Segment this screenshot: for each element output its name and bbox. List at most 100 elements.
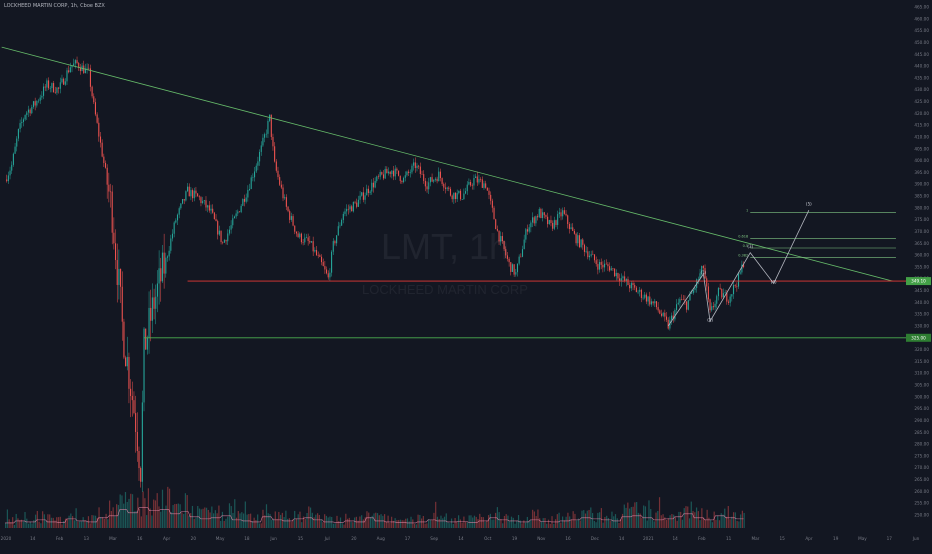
- candle-body: [94, 102, 97, 115]
- volume-bar: [413, 523, 416, 528]
- volume-bar: [648, 500, 650, 528]
- volume-bar: [489, 513, 491, 528]
- volume-bar: [299, 511, 301, 528]
- volume-bar: [692, 510, 694, 528]
- volume-bar: [355, 516, 357, 528]
- volume-bar: [510, 516, 513, 528]
- candle-body: [459, 190, 462, 200]
- candle-body: [463, 193, 465, 200]
- price-tick-label: 295.00: [914, 406, 929, 411]
- candle-body: [320, 256, 323, 263]
- volume-bar: [133, 511, 135, 528]
- volume-bar: [70, 513, 72, 528]
- candle-body: [115, 243, 117, 261]
- candle-body: [341, 219, 343, 226]
- volume-bar: [19, 520, 21, 528]
- drawings-layer[interactable]: 1 0.618 0.5 0.382 (1) (2) (3) (4) (5): [1, 46, 906, 339]
- volume-bar: [75, 508, 77, 528]
- candle-body: [699, 273, 701, 280]
- candle-body: [490, 194, 492, 201]
- candle-body: [176, 214, 179, 221]
- price-tick-label: 320.00: [914, 347, 929, 352]
- candle-body: [96, 114, 98, 123]
- volume-bar: [710, 519, 712, 528]
- candle-body: [664, 312, 666, 317]
- volume-bar: [343, 524, 345, 528]
- volume-bar: [257, 514, 259, 528]
- volume-bar: [33, 520, 35, 528]
- candle-body: [160, 268, 162, 282]
- candle-body: [290, 216, 292, 220]
- volume-bar: [117, 504, 120, 528]
- candle-body: [372, 182, 375, 188]
- volume-bar: [54, 520, 56, 528]
- candle-body: [46, 80, 48, 88]
- candle-body: [654, 301, 656, 304]
- volume-bar: [526, 516, 528, 528]
- volume-bar: [346, 518, 349, 528]
- volume-bar: [79, 521, 81, 528]
- candle-body: [577, 235, 579, 244]
- candle-body: [312, 241, 314, 252]
- price-axis[interactable]: 465.00 460.00 455.00 450.00 445.00 440.00 435.…: [906, 5, 931, 518]
- volume-bar: [213, 513, 215, 528]
- volume-bar: [144, 498, 146, 528]
- volume-bar: [107, 519, 109, 528]
- candle-body: [575, 233, 577, 244]
- candle-body: [419, 166, 421, 175]
- candle-body: [660, 313, 663, 316]
- volume-bar: [43, 514, 46, 528]
- candle-body: [217, 221, 219, 235]
- volume-bar: [183, 513, 185, 528]
- candle-body: [558, 212, 560, 215]
- candle-body: [667, 319, 669, 329]
- candle-body: [173, 222, 175, 234]
- candle-body: [620, 278, 622, 282]
- volume-bar: [366, 511, 368, 528]
- candle-body: [24, 115, 26, 120]
- candle-body: [570, 227, 572, 230]
- candle-body: [513, 264, 515, 275]
- volume-bar: [717, 515, 719, 528]
- candle-body: [639, 289, 641, 292]
- time-axis[interactable]: 2020 14 Feb 13 Mar 16 Apr 20 May 18 Jun 15 Jul 20 Aug 1…: [1, 536, 920, 541]
- candle-body: [136, 431, 138, 452]
- volume-bar: [175, 503, 178, 528]
- candle-body: [674, 309, 676, 320]
- candle-body: [282, 187, 284, 199]
- candle-body: [722, 293, 725, 298]
- candle-body: [6, 179, 8, 182]
- volume-bar: [63, 520, 65, 528]
- candle-body: [181, 199, 184, 204]
- candle-body: [364, 195, 366, 200]
- candle-body: [53, 83, 55, 93]
- volume-bar: [276, 518, 278, 528]
- candle-body: [151, 297, 153, 321]
- volume-bar: [318, 515, 320, 528]
- price-tick-label: 330.00: [914, 323, 929, 328]
- volume-bar: [123, 503, 125, 528]
- candle-body: [351, 206, 353, 212]
- volume-bar: [24, 512, 26, 528]
- candle-body: [523, 239, 525, 250]
- volume-bar: [671, 514, 673, 528]
- volume-bar: [364, 517, 366, 528]
- candle-body: [446, 187, 448, 189]
- candle-body: [58, 87, 60, 89]
- volume-bar: [415, 524, 417, 528]
- volume-bar: [119, 494, 121, 528]
- volume-bar: [12, 517, 14, 528]
- candle-body: [198, 196, 200, 198]
- candle-body: [548, 220, 550, 225]
- candle-body: [212, 208, 214, 213]
- candle-body: [329, 272, 331, 278]
- candle-body: [135, 413, 137, 432]
- volume-bar: [334, 523, 336, 528]
- candle-body: [458, 190, 460, 194]
- volume-bar: [544, 517, 546, 528]
- chart-header-title: LOCKHEED MARTIN CORP, 1h, Cboe BZX: [4, 3, 105, 9]
- volume-bar: [724, 508, 726, 528]
- price-tick-label: 250.00: [914, 513, 929, 518]
